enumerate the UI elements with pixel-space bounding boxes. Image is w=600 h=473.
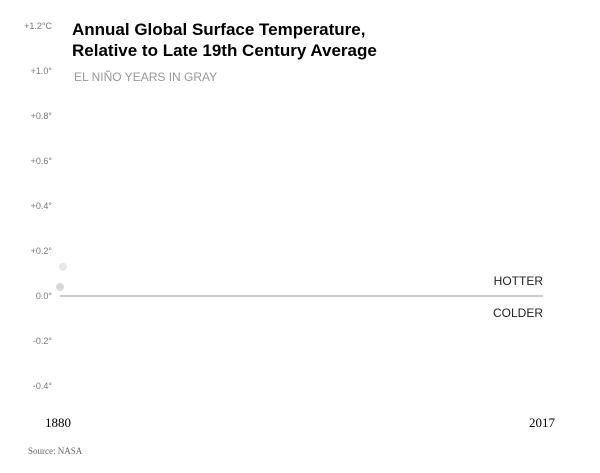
y-tick-label: 0.0°: [36, 291, 53, 301]
y-tick-label: +1.0°: [31, 66, 53, 76]
y-tick-label: +0.6°: [31, 156, 53, 166]
data-point-el-nino: [56, 283, 64, 291]
chart-subtitle: EL NIÑO YEARS IN GRAY: [74, 70, 217, 84]
colder-label: COLDER: [493, 306, 543, 320]
y-tick-label: +0.2°: [31, 246, 53, 256]
chart-title-line-2: Relative to Late 19th Century Average: [72, 41, 377, 60]
chart-title-line-1: Annual Global Surface Temperature,: [72, 20, 365, 39]
y-tick-label: -0.2°: [33, 336, 53, 346]
data-point: [59, 262, 67, 271]
x-tick-end: 2017: [529, 415, 556, 430]
source-note: Source: NASA: [28, 446, 83, 456]
y-tick-label: +1.2°C: [24, 21, 52, 31]
x-tick-start: 1880: [45, 415, 71, 430]
data-points: [56, 262, 67, 291]
y-axis-ticks: +1.2°C +1.0° +0.8° +0.6° +0.4° +0.2° 0.0° -0.2°…: [24, 21, 52, 391]
hotter-label: HOTTER: [494, 274, 544, 288]
y-tick-label: -0.4°: [33, 381, 53, 391]
y-tick-label: +0.4°: [31, 201, 53, 211]
y-tick-label: +0.8°: [31, 111, 53, 121]
